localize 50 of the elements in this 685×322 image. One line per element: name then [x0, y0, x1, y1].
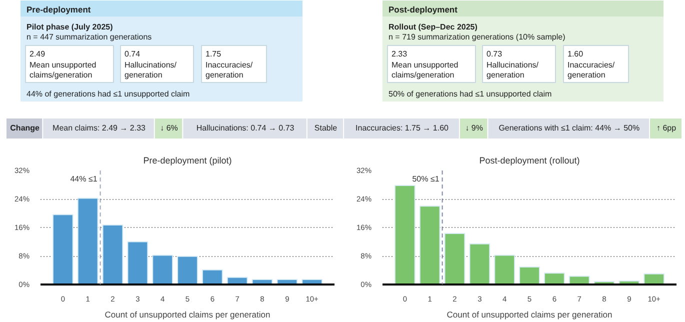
bar	[394, 184, 416, 284]
text: Inaccuracies/ generation	[568, 60, 616, 80]
text: Mean unsupported claims/generation	[30, 60, 96, 80]
text: Mean claims: 2.49 → 2.33	[52, 124, 146, 132]
text: 1.60	[568, 50, 584, 58]
text: Change	[10, 124, 40, 132]
text: n = 447 summarization generations	[26, 32, 152, 42]
text: Hallucinations/ generation	[124, 60, 178, 80]
text: Pilot phase (July 2025)	[26, 22, 114, 32]
text: Rollout (Sep–Dec 2025)	[388, 22, 478, 32]
bar	[202, 269, 223, 284]
text: n = 719 summarization generations (10% sample)	[388, 32, 566, 42]
text: Mean unsupported claims/generation	[392, 60, 458, 80]
bar	[469, 243, 490, 284]
bar	[494, 254, 516, 284]
bar	[444, 233, 466, 284]
text: Post-deployment	[388, 4, 458, 14]
text: 2.33	[392, 50, 408, 58]
chart-title: Pre-deployment (pilot)	[143, 156, 232, 166]
text: Hallucinations: 0.74 → 0.73	[196, 124, 295, 132]
text: ↑ 6pp	[656, 124, 677, 132]
bar	[102, 224, 124, 284]
text: Inaccuracies/ generation	[206, 60, 254, 80]
text: Pre-deployment	[26, 4, 91, 14]
text: 0.74	[124, 50, 141, 58]
ref-line-label: 44% ≤1	[70, 174, 98, 184]
text: 50% of generations had ≤1 unsupported claim	[388, 90, 552, 98]
text: 0.73	[486, 50, 503, 58]
text: ↓ 6%	[160, 124, 178, 132]
bar	[77, 198, 98, 284]
bar	[419, 206, 440, 284]
bar	[544, 272, 565, 284]
bar	[52, 214, 74, 284]
text: 1.75	[206, 50, 222, 58]
x-axis-title: Count of unsupported claims per generation	[446, 310, 612, 320]
text: ↓ 9%	[465, 124, 484, 132]
text: Generations with ≤1 claim: 44% → 50%	[498, 124, 640, 132]
bar	[519, 266, 540, 284]
text: Hallucinations/ generation	[486, 60, 540, 80]
text: 44% of generations had ≤1 unsupported claim	[26, 90, 190, 98]
bar	[644, 273, 665, 284]
ref-line-label: 50% ≤1	[412, 174, 440, 184]
text: Inaccuracies: 1.75 → 1.60	[356, 124, 450, 132]
chart-title: Post-deployment (rollout)	[479, 156, 580, 166]
bar	[127, 241, 148, 284]
x-axis-title: Count of unsupported claims per generation	[104, 310, 270, 320]
bar	[152, 254, 174, 284]
text: 2.49	[30, 50, 46, 58]
bar	[177, 256, 198, 284]
text: Stable	[314, 124, 338, 132]
